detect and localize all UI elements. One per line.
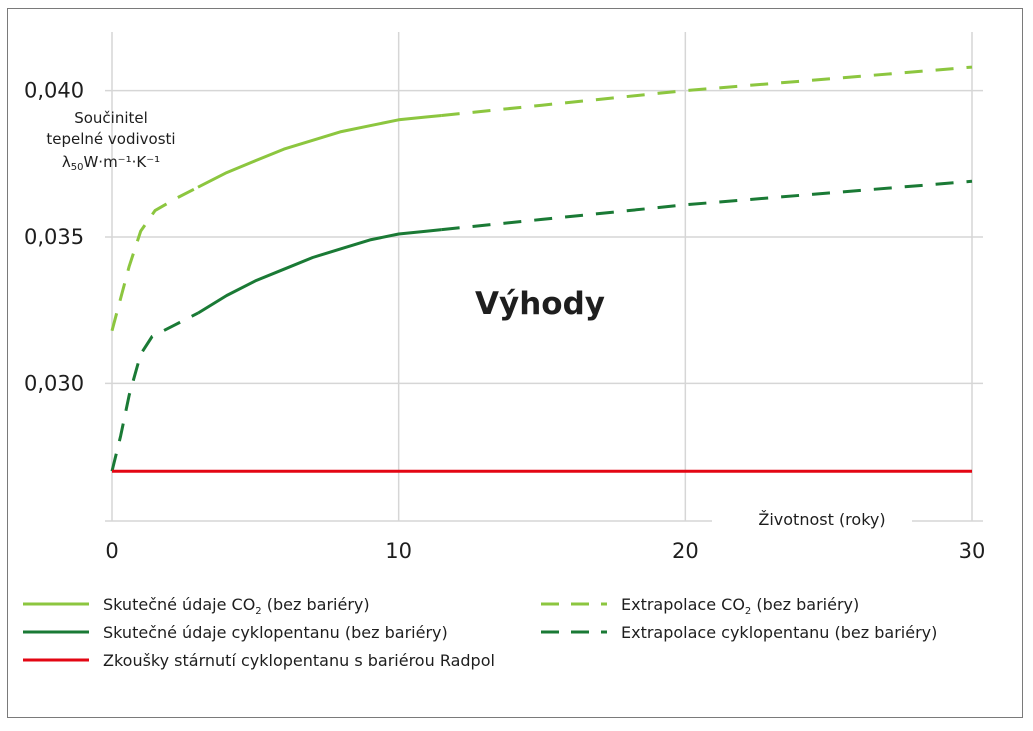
y-axis-label-formula: λ50W·m⁻¹·K⁻¹ <box>62 153 160 173</box>
x-tick-label-3: 30 <box>959 539 986 563</box>
lambda-unit: W·m⁻¹·K⁻¹ <box>83 153 160 171</box>
legend-label-0: Skutečné údaje CO2 (bez bariéry) <box>103 595 370 617</box>
chart-frame: 0 10 20 30 0,030 0,035 0,040 Součinitel tepeln… <box>7 8 1023 718</box>
legend-label-1: Skutečné údaje cyklopentanu (bez bariéry… <box>103 623 448 642</box>
x-axis-label-background <box>712 502 912 530</box>
x-tick-label-2: 20 <box>672 539 699 563</box>
series-line-co2-extrap-end <box>441 65 973 117</box>
series-line-cp-actual <box>197 228 442 315</box>
x-tick-label-0: 0 <box>105 539 118 563</box>
series-line-cp-extrap-start <box>110 311 199 472</box>
y-tick-label-2: 0,040 <box>24 79 84 103</box>
legend-label-4: Extrapolace cyklopentanu (bez bariéry) <box>621 623 937 642</box>
y-tick-label-0: 0,030 <box>24 371 84 395</box>
grid <box>105 32 983 522</box>
series-line-co2-actual <box>197 114 442 189</box>
chart: 0 10 20 30 0,030 0,035 0,040 Součinitel tepeln… <box>23 32 985 670</box>
y-tick-label-1: 0,035 <box>24 225 84 249</box>
lambda-subscript: 50 <box>71 162 84 173</box>
legend-label-3: Extrapolace CO2 (bez bariéry) <box>621 595 859 617</box>
y-axis-label-line-1: Součinitel <box>74 109 148 127</box>
x-tick-label-1: 10 <box>385 539 412 563</box>
series-line-co2-extrap-start <box>110 185 199 332</box>
advantages-annotation: Výhody <box>475 286 605 322</box>
legend-label-2: Zkoušky stárnutí cyklopentanu s bariérou… <box>103 651 495 670</box>
x-axis-label: Životnost (roky) <box>758 510 885 529</box>
y-axis-label-line-2: tepelné vodivosti <box>46 130 175 148</box>
series-layer <box>110 65 973 473</box>
legend: Skutečné údaje CO2 (bez bariéry) Skutečné… <box>23 595 937 670</box>
series-line-cp-extrap-end <box>441 179 973 232</box>
lambda-symbol: λ <box>62 153 71 171</box>
tick-labels: 0 10 20 30 0,030 0,035 0,040 <box>24 79 985 563</box>
